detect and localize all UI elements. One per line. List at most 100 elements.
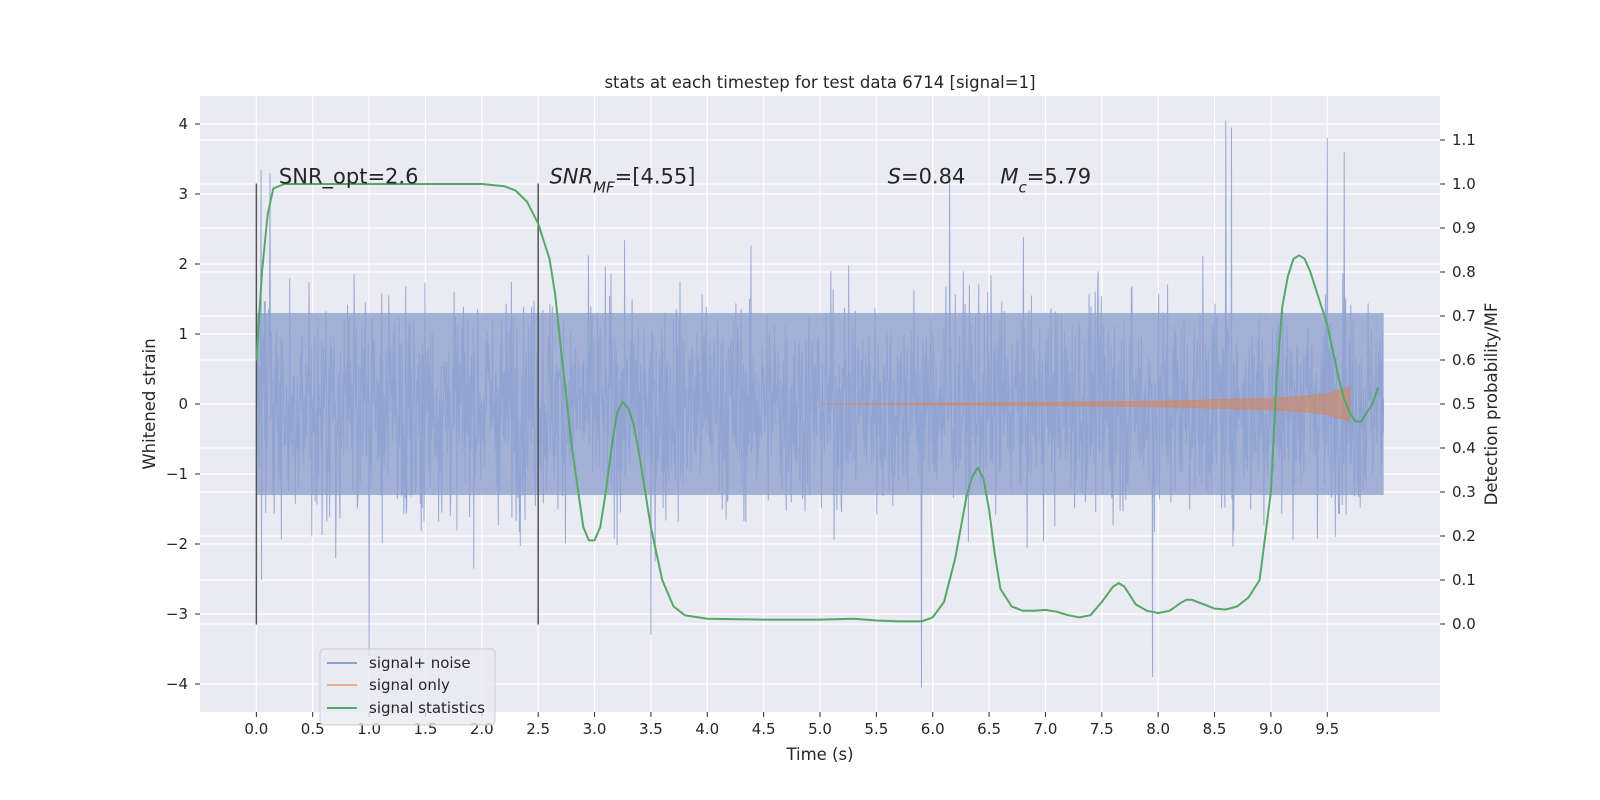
- x-tick-label: 6.5: [977, 720, 1001, 738]
- signal-statistics-point: [537, 223, 539, 225]
- legend-label-signal-noise: signal+ noise: [369, 654, 471, 672]
- x-tick-label: 9.5: [1315, 720, 1339, 738]
- annotations: SNR_opt=2.6 SNRMF=[4.55] S=0.84 Mc=5.79: [279, 165, 1091, 197]
- signal-statistics-point: [526, 201, 528, 203]
- signal-statistics-point: [610, 447, 613, 449]
- signal-statistics-point: [1078, 616, 1080, 619]
- x-axis-title: Time (s): [785, 745, 853, 764]
- y-tick-label-left: 3: [178, 185, 188, 203]
- signal-statistics-point: [1135, 603, 1137, 605]
- x-tick-label: 0.5: [301, 720, 325, 738]
- signal-statistics-point: [1377, 387, 1379, 389]
- signal-statistics-point: [1123, 586, 1125, 588]
- signal-statistics-point: [560, 346, 562, 348]
- signal-statistics-point: [1366, 412, 1368, 414]
- signal-statistics-point: [599, 526, 601, 528]
- signal-statistics-point: [639, 456, 641, 458]
- signal-statistics-point: [1337, 377, 1340, 379]
- signal-statistics-point: [368, 183, 370, 185]
- chart-title: stats at each timestep for test data 671…: [604, 73, 1035, 92]
- signal-statistics-point: [1315, 289, 1317, 291]
- y-tick-label-left: 1: [178, 325, 188, 343]
- signal-statistics-point: [977, 467, 979, 469]
- signal-statistics-point: [1247, 597, 1249, 599]
- signal-statistics-point: [1168, 610, 1171, 612]
- signal-statistics-point: [267, 214, 269, 216]
- signal-statistics-point: [954, 557, 956, 559]
- axis-ticks: 0.0 0.5 1.0 1.5 2.0 2.5 3.0 3.5 4.0 4.5 5.0 5.5 6.0 6…: [166, 115, 1476, 738]
- y-tick-label-left: 2: [178, 255, 188, 273]
- signal-statistics-point: [706, 618, 708, 620]
- signal-statistics-point: [988, 509, 990, 511]
- signal-statistics-point: [554, 293, 556, 295]
- signal-statistics-point: [323, 183, 325, 185]
- signal-statistics-point: [515, 190, 517, 192]
- y-tick-label-right: 0.3: [1452, 483, 1476, 501]
- legend-box: [319, 648, 496, 726]
- signal-statistics-point: [982, 478, 985, 480]
- signal-statistics-point: [1292, 258, 1295, 260]
- x-tick-label: 4.0: [695, 720, 719, 738]
- legend-label-signal-only: signal only: [369, 676, 450, 694]
- signal-statistics-point: [1270, 491, 1272, 493]
- x-tick-label: 9.0: [1259, 720, 1283, 738]
- y-tick-label-right: 0.9: [1452, 219, 1476, 237]
- signal-statistics-point: [661, 579, 663, 581]
- signal-statistics-point: [1067, 614, 1069, 616]
- signal-statistics-point: [1259, 579, 1261, 581]
- x-tick-label: 2.5: [526, 720, 550, 738]
- x-tick-label: 8.5: [1203, 720, 1227, 738]
- x-tick-label: 3.0: [583, 720, 607, 738]
- signal-statistics-point: [1298, 254, 1300, 256]
- x-tick-label: 0.0: [244, 720, 268, 738]
- signal-statistics-point: [1236, 605, 1238, 608]
- y-tick-label-right: 0.1: [1452, 571, 1476, 589]
- signal-statistics-point: [1309, 271, 1311, 273]
- signal-statistics-point: [261, 271, 263, 273]
- y-tick-label-right: 1.0: [1452, 175, 1476, 193]
- signal-statistics-point: [1022, 610, 1024, 612]
- x-tick-label: 7.5: [1090, 720, 1114, 738]
- signal-statistics-point: [255, 359, 257, 361]
- signal-statistics-point: [1146, 610, 1148, 612]
- signal-statistics-point: [272, 187, 274, 189]
- signal-statistics-point: [627, 407, 630, 409]
- x-tick-label: 4.5: [752, 720, 776, 738]
- y-tick-label-left: 0: [178, 395, 188, 413]
- signal-statistics-point: [1033, 610, 1035, 612]
- y-tick-label-right: 1.1: [1452, 131, 1476, 149]
- y-tick-label-left: −3: [166, 605, 188, 623]
- signal-statistics-point: [1275, 381, 1278, 383]
- signal-statistics-point: [1056, 611, 1058, 613]
- signal-statistics-point: [283, 183, 286, 185]
- signal-statistics-point: [1360, 421, 1362, 423]
- y-tick-label-right: 0.0: [1452, 615, 1476, 633]
- signal-statistics-point: [633, 425, 635, 427]
- signal-statistics-point: [1118, 582, 1120, 584]
- signal-statistics-point: [605, 491, 607, 493]
- y-axis-title-left: Whitened strain: [140, 338, 159, 469]
- x-tick-label: 3.5: [639, 720, 663, 738]
- signal-statistics-point: [672, 605, 675, 608]
- signal-statistics-point: [543, 240, 545, 242]
- signal-statistics-point: [1225, 608, 1227, 611]
- legend: signal+ noise signal only signal statist…: [319, 648, 496, 726]
- vertical-markers: [255, 183, 539, 625]
- y-tick-label-left: −1: [166, 465, 188, 483]
- signal-statistics-point: [1101, 601, 1103, 603]
- signal-statistics-point: [616, 412, 618, 414]
- y-tick-label-left: −4: [166, 675, 188, 693]
- signal-statistics-point: [1157, 612, 1159, 614]
- signal-statistics-point: [424, 183, 427, 185]
- signal-statistics-point: [932, 616, 934, 619]
- legend-label-signal-statistics: signal statistics: [369, 699, 485, 717]
- signal-statistics-point: [1089, 614, 1092, 616]
- signal-statistics-point: [1371, 403, 1373, 405]
- signal-statistics-point: [650, 526, 652, 528]
- annotation-text: S=0.84: [888, 165, 966, 189]
- signal-statistics-point: [588, 539, 590, 542]
- signal-statistics-point: [1213, 608, 1216, 610]
- signal-statistics-point: [1180, 602, 1182, 604]
- signal-statistics-point: [1129, 594, 1131, 597]
